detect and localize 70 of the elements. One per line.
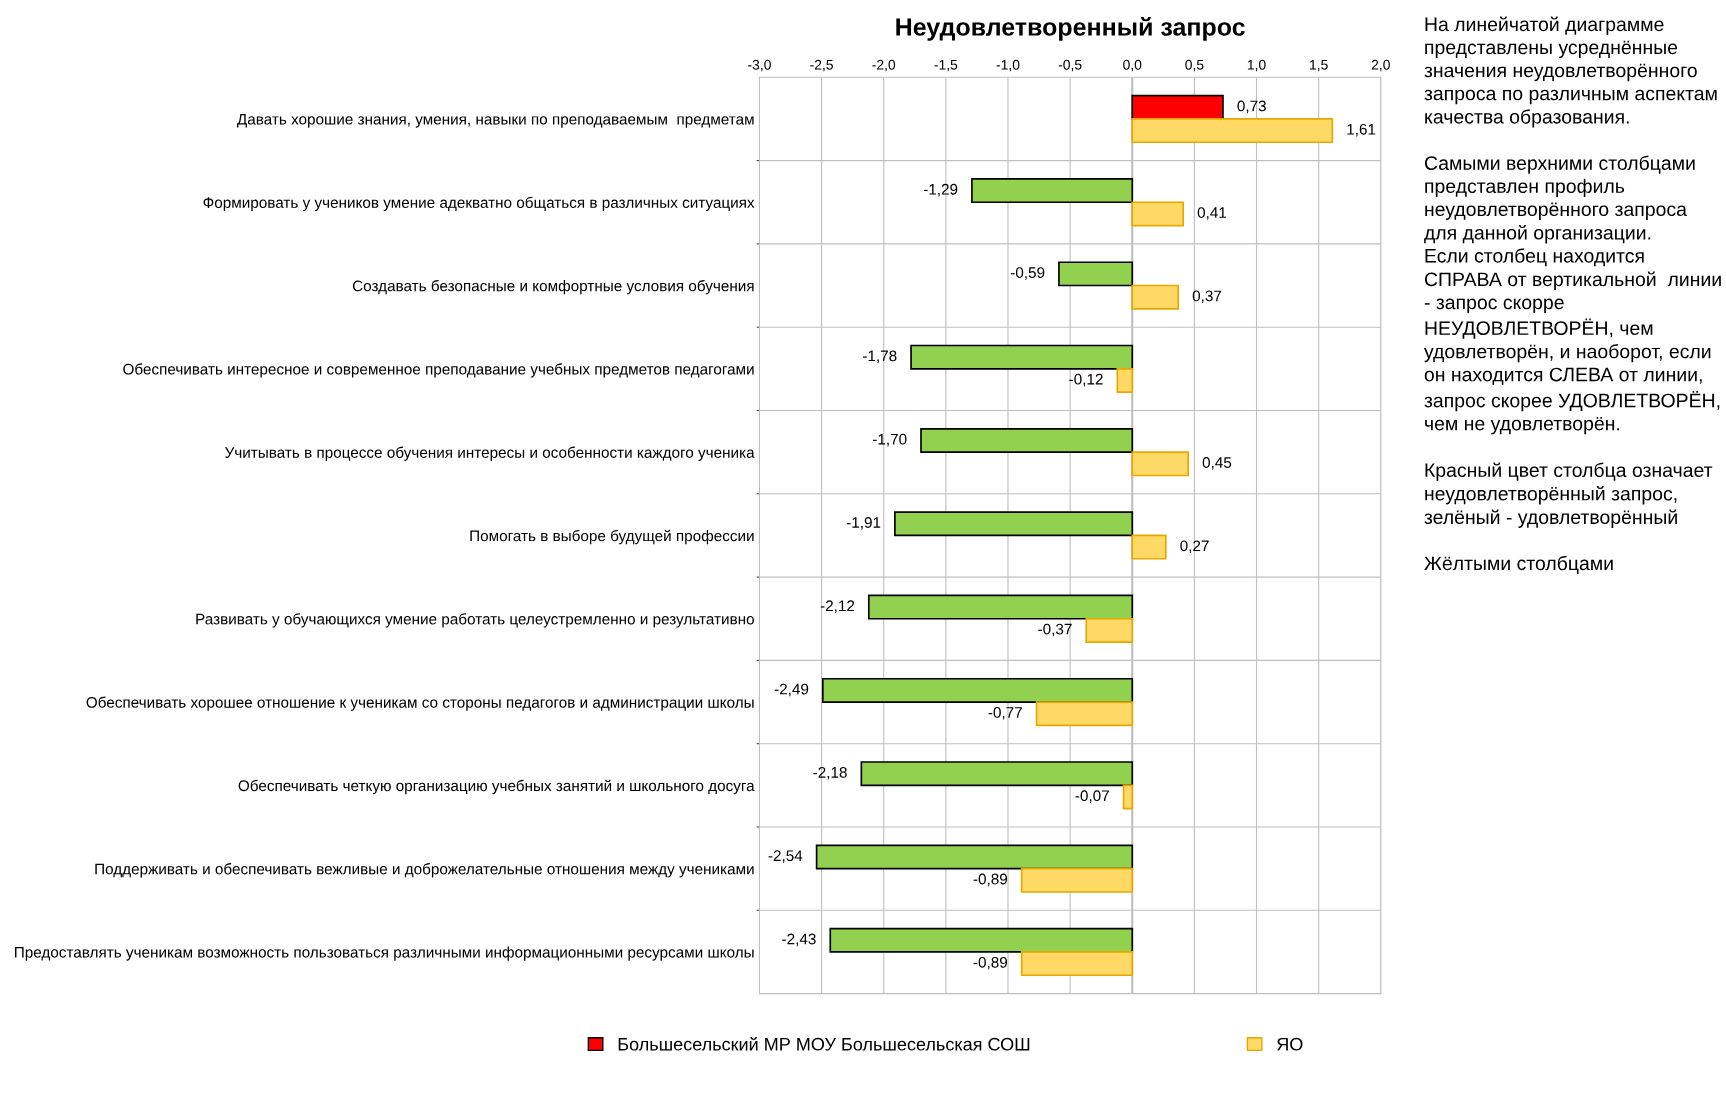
bar [1085,617,1134,643]
data-label: -0,77 [988,706,1022,720]
x-tick-label: -2,5 [810,59,833,72]
data-label: -2,43 [782,933,816,947]
bar [1131,284,1180,310]
data-label: -1,29 [923,183,958,197]
y-tick-label: Учитывать в процессе обучения интересы и особенности каждого ученика [225,446,755,461]
data-label: -2,12 [820,600,855,613]
data-label: -2,54 [768,850,803,863]
data-label: -2,49 [774,683,809,697]
y-tick-label: Поддерживать и обеспечивать вежливые и доброжелательные отношения между учениками [95,863,754,878]
data-label: 0,37 [1192,290,1222,304]
y-tick-label: Обеспечивать четкую организацию учебных занятий и школьного досуга [238,779,755,795]
bar [867,594,1134,620]
data-label: -2,18 [813,766,847,780]
x-tick-label: -1,5 [934,59,958,72]
x-tick-label: 2,0 [1371,59,1390,72]
data-label: -1,91 [846,517,881,530]
bar [1035,701,1134,727]
y-tick-label: Предоставлять ученикам возможность пользоваться различными информационными ресурсами школы [15,946,754,961]
text: На линейчатой диаграмме представлены усреднённые значения неудовлетворённого запроса по различным аспектам качества образования. Самыми верхними столбцами представлен профиль неудовлетворённого запроса для данной организации. Если столбец находится СПРАВА от вертикальной линии - запрос скорре НЕУДОВЛЕТВОРЁН, чем удовлетворён, и наоборот, если он находится СЛЕВА от линии, запрос скорее УДОВЛЕТВОРЁН, чем не удовлетворён. Красный цвет столбца означает неудовлетворённый запрос, зелёный - удовлетворённый Жёлтыми столбцами [1424,16,1721,574]
legend-label: Большесельский МР МОУ Большесельская СОШ [618,1037,1030,1051]
bar [971,178,1134,204]
bar [920,427,1134,453]
bar [1131,534,1167,560]
bar [1116,368,1134,393]
data-label: -0,89 [973,956,1008,970]
x-tick-label: 0,5 [1185,59,1204,72]
data-label: -0,07 [1075,790,1109,803]
x-tick-label: 1,5 [1310,59,1328,72]
x-tick-label: 1,0 [1247,59,1266,72]
bar [1122,784,1134,810]
bar [829,927,1134,953]
data-label: -0,12 [1069,373,1103,387]
bar [910,344,1134,370]
bar [1131,118,1334,144]
chart-title: Неудовлетворенный запрос [896,17,1245,41]
data-label: 0,27 [1180,540,1209,554]
data-label: -0,37 [1038,623,1072,637]
x-tick-label: -2,0 [872,59,896,72]
x-tick-label: -0,5 [1058,59,1082,72]
bar [894,511,1134,537]
bar [815,844,1134,870]
y-tick-label: Помогать в выборе будущей профессии [470,529,754,545]
legend-label: ЯО [1277,1037,1303,1051]
bar [821,677,1134,703]
bar [1020,867,1134,893]
data-label: -1,70 [872,433,907,447]
data-label: 0,45 [1202,457,1232,470]
data-label: 0,41 [1197,207,1227,220]
bar [860,761,1134,787]
bar [1131,94,1224,120]
data-label: -0,89 [973,873,1008,887]
x-tick-label: -1,0 [996,59,1020,72]
data-label: -1,78 [863,350,897,364]
y-tick-label: Развивать у обучающихся умение работать целеустремленно и результативно [196,613,754,628]
y-tick-label: Обеспечивать интересное и современное преподавание учебных предметов педагогами [123,363,754,378]
data-label: 0,73 [1237,100,1266,114]
bar [1058,261,1134,287]
y-tick-label: Создавать безопасные и комфортные условия обучения [352,279,754,295]
bar [1131,451,1190,477]
y-tick-label: Формировать у учеников умение адекватно общаться в различных ситуациях [203,196,755,212]
x-tick-label: -3,0 [748,59,771,72]
data-label: -0,59 [1010,267,1045,280]
data-label: 1,61 [1347,123,1376,137]
y-tick-label: Обеспечивать хорошее отношение к ученикам со стороны педагогов и администрации школы [86,696,754,711]
y-tick-label: Давать хорошие знания, умения, навыки по преподаваемым предметам [237,113,754,128]
bar [1020,951,1134,977]
x-tick-label: 0,0 [1123,59,1142,72]
bar [1131,201,1185,227]
